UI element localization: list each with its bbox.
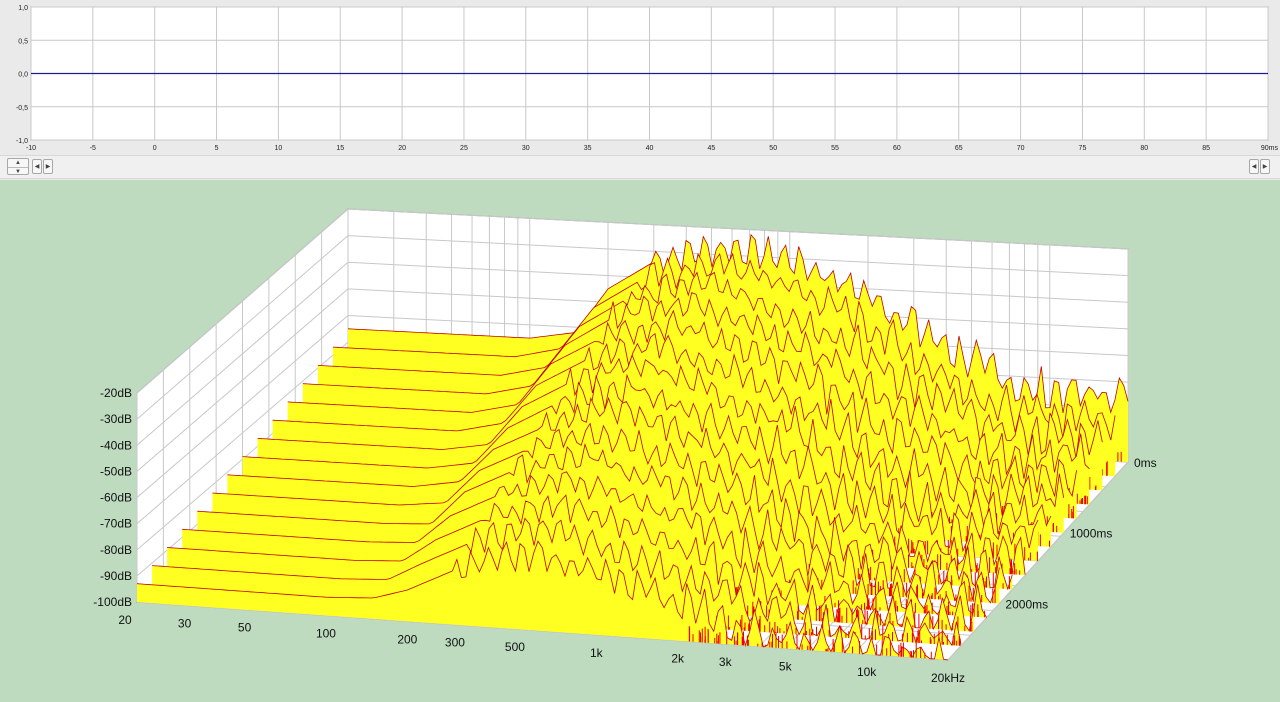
slice-outline [182,471,987,618]
freq-tick-label: 3k [719,655,733,669]
zoom-spinner[interactable]: ▲ ▼ [7,158,29,175]
scroll-right-button[interactable]: ▶ [43,159,53,174]
slice-outline [242,373,1039,553]
x-tick-label: -5 [90,145,96,152]
x-tick-label: 50 [769,145,777,152]
x-tick-label: 20 [398,145,406,152]
x-tick-label: 5 [215,145,219,152]
slice-outline [302,292,1090,479]
z-tick-label: -80dB [100,543,132,557]
x-tick-label: 60 [893,145,901,152]
y-tick-label: 0,5 [18,38,28,45]
z-tick-label: -20dB [100,386,132,400]
z-tick-label: -40dB [100,438,132,452]
slice-outline [317,271,1103,459]
scrollbar-row: ▲ ▼ ◀ ▶ ◀ ▶ [0,155,1280,179]
waterfall-chart: -20dB -30dB -40dB -50dB -60dB -70dB -80dB -90dB… [93,207,1157,685]
scroll-left-button[interactable]: ◀ [32,159,42,174]
slice-outline [332,252,1116,441]
freq-tick-label: 300 [445,636,465,650]
spin-down-icon[interactable]: ▼ [15,169,21,175]
slice-outline [136,540,949,661]
freq-tick-label: 10k [857,665,877,679]
time-tick-label: 1000ms [1070,527,1113,541]
freq-tick-label: 200 [397,632,417,646]
slice-spikes [688,626,932,659]
x-tick-label: 10 [275,145,283,152]
x-tick-label: -10 [26,145,36,152]
y-tick-label: -1,0 [16,138,28,145]
x-tick-label: 90ms [1261,145,1279,152]
freq-tick-label: 30 [178,616,192,630]
x-tick-label: 0 [153,145,157,152]
slice-outline [272,332,1065,516]
freq-tick-label: 20 [118,613,132,627]
slice-outline [152,517,962,647]
scroll-left-button-end[interactable]: ◀ [1249,159,1259,174]
x-tick-label: 35 [584,145,592,152]
scroll-right-button-end[interactable]: ▶ [1260,159,1270,174]
x-tick-label: 15 [336,145,344,152]
slice-outline [257,354,1052,535]
slice-outline [197,442,1000,604]
impulse-chart: -10 -5 0 5 10 15 20 25 30 35 40 45 50 55 60 65 70 75 80 85 9… [16,5,1279,152]
freq-tick-label: 50 [238,621,252,635]
y-tick-label: 1,0 [18,5,28,12]
x-tick-label: 80 [1140,145,1148,152]
freq-tick-label: 5k [779,659,793,673]
x-tick-label: 75 [1079,145,1087,152]
slice-outline [347,233,1129,414]
x-tick-label: 85 [1202,145,1210,152]
impulse-panel: -10 -5 0 5 10 15 20 25 30 35 40 45 50 55 60 65 70 75 80 85 9… [0,0,1280,180]
time-tick-label: 2000ms [1005,597,1048,611]
x-tick-label: 55 [831,145,839,152]
freq-tick-label: 2k [671,652,685,666]
x-tick-label: 45 [707,145,715,152]
z-tick-label: -50dB [100,464,132,478]
z-tick-label: -30dB [100,412,132,426]
freq-tick-label: 20kHz [931,671,965,685]
x-tick-label: 70 [1017,145,1025,152]
freq-tick-label: 100 [316,627,336,641]
spin-up-icon[interactable]: ▲ [8,159,28,168]
z-tick-label: -60dB [100,491,132,505]
y-tick-label: -0,5 [16,105,28,112]
slice-outline [212,422,1013,591]
slice-outline [167,494,975,633]
x-tick-label: 25 [460,145,468,152]
z-tick-label: -70dB [100,517,132,531]
back-wall-gridline [347,208,1129,250]
waterfall-slice [136,540,949,661]
x-tick-label: 40 [646,145,654,152]
slice-outline [287,309,1077,498]
time-tick-label: 0ms [1134,456,1157,470]
y-tick-label: 0,0 [18,72,28,79]
slice-outline [227,396,1026,575]
freq-tick-label: 1k [590,646,604,660]
freq-tick-label: 500 [505,640,525,654]
x-tick-label: 65 [955,145,963,152]
x-tick-label: 30 [522,145,530,152]
z-tick-label: -100dB [93,595,132,609]
slice-fill [137,541,948,660]
z-tick-label: -90dB [100,569,132,583]
